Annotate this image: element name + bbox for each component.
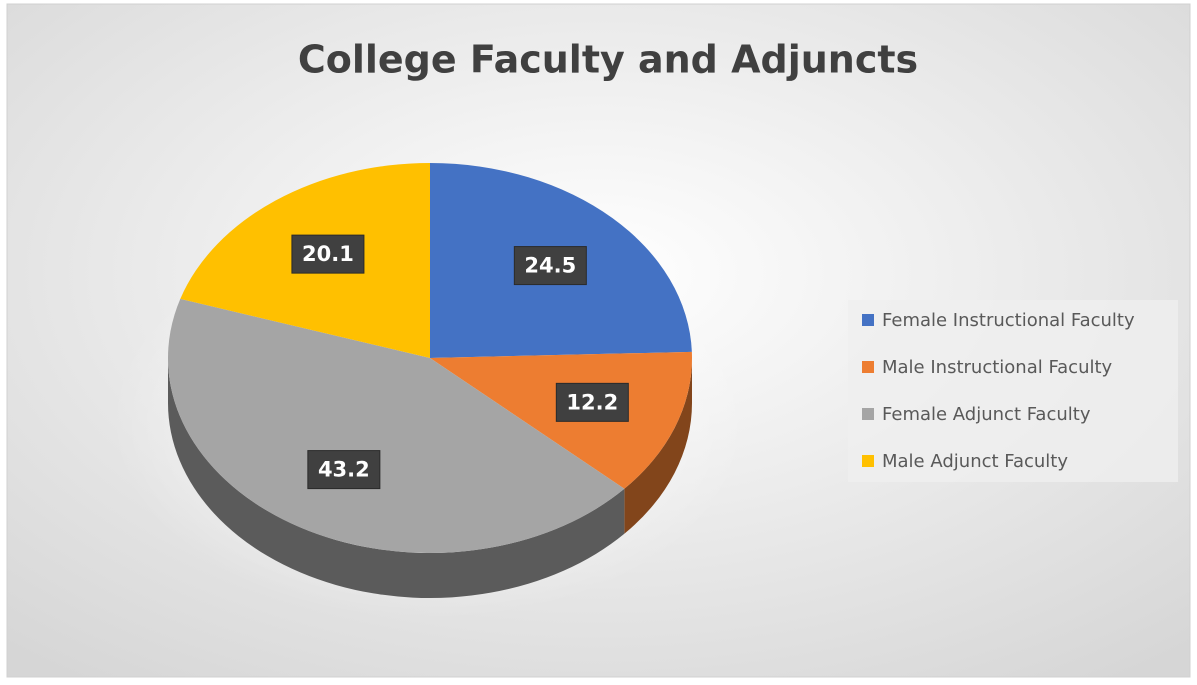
data-label-box (291, 234, 365, 274)
pie-slice (167, 298, 625, 554)
legend-label: Female Adjunct Faculty (882, 404, 1091, 425)
pie-slice-side (624, 358, 692, 534)
data-label: 20.1 (302, 242, 354, 266)
data-label-box (555, 382, 629, 422)
data-label: 12.2 (566, 390, 618, 414)
legend-label: Female Instructional Faculty (882, 310, 1135, 331)
data-label: 24.5 (524, 254, 576, 278)
legend-box (848, 300, 1178, 482)
legend-swatch (862, 361, 874, 373)
data-label-box (513, 246, 587, 286)
pie-slice-side (168, 358, 625, 598)
data-label-box (307, 450, 381, 490)
legend-swatch (862, 455, 874, 467)
chart-title: College Faculty and Adjuncts (298, 38, 918, 82)
legend-label: Male Adjunct Faculty (882, 451, 1068, 472)
data-label: 43.2 (318, 458, 370, 482)
legend-swatch (862, 314, 874, 326)
legend-label: Male Instructional Faculty (882, 357, 1113, 378)
legend-swatch (862, 408, 874, 420)
